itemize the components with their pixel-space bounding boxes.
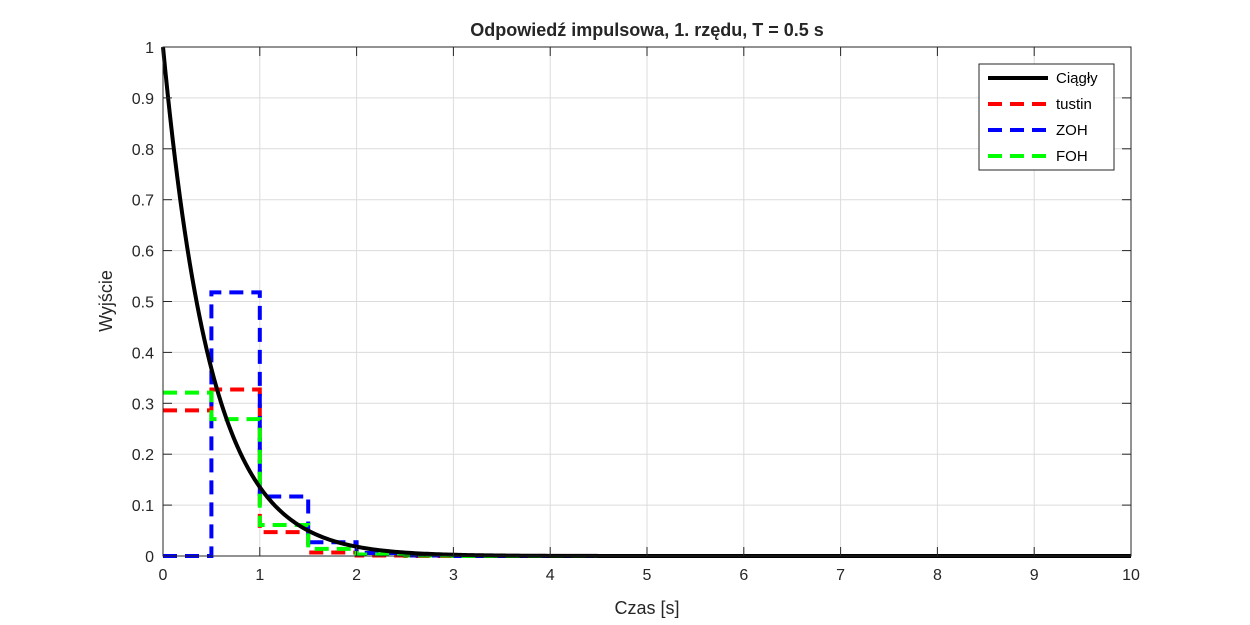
y-tick-label: 0.1 xyxy=(132,498,154,515)
x-tick-label: 0 xyxy=(159,567,168,584)
y-tick-label: 1 xyxy=(145,40,154,57)
y-tick-label: 0.5 xyxy=(132,295,154,312)
x-tick-label: 6 xyxy=(739,567,748,584)
y-tick-labels: 0 0.1 0.2 0.3 0.4 0.5 0.6 0.7 0.8 0.9 1 xyxy=(132,40,154,566)
y-tick-label: 0.9 xyxy=(132,91,154,108)
y-tick-label: 0.2 xyxy=(132,447,154,464)
x-tick-label: 7 xyxy=(836,567,845,584)
series-stairs-FOH xyxy=(163,390,1131,558)
legend: Ciągły tustin ZOH FOH xyxy=(978,63,1115,171)
y-tick-label: 0.6 xyxy=(132,244,154,261)
x-axis-label: Czas [s] xyxy=(614,598,679,618)
x-tick-label: 1 xyxy=(255,567,264,584)
x-tick-labels: 0 1 2 3 4 5 6 7 8 9 10 xyxy=(159,567,1140,584)
x-tick-label: 10 xyxy=(1122,567,1140,584)
y-tick-label: 0.3 xyxy=(132,396,154,413)
x-tick-label: 3 xyxy=(449,567,458,584)
legend-label: Ciągły xyxy=(1056,70,1098,87)
legend-label: tustin xyxy=(1056,96,1092,113)
y-axis-label: Wyjście xyxy=(96,270,116,332)
y-tick-label: 0 xyxy=(145,549,154,566)
x-tick-label: 5 xyxy=(643,567,652,584)
tick-marks xyxy=(162,46,1132,557)
x-tick-label: 2 xyxy=(352,567,361,584)
x-tick-label: 4 xyxy=(546,567,555,584)
x-tick-label: 8 xyxy=(933,567,942,584)
legend-box xyxy=(978,63,1115,171)
legend-label: FOH xyxy=(1056,148,1088,165)
chart-title: Odpowiedź impulsowa, 1. rzędu, T = 0.5 s xyxy=(470,20,824,40)
y-tick-label: 0.8 xyxy=(132,142,154,159)
legend-label: ZOH xyxy=(1056,122,1088,139)
y-tick-label: 0.7 xyxy=(132,193,154,210)
y-tick-label: 0.4 xyxy=(132,345,154,362)
x-tick-label: 9 xyxy=(1030,567,1039,584)
